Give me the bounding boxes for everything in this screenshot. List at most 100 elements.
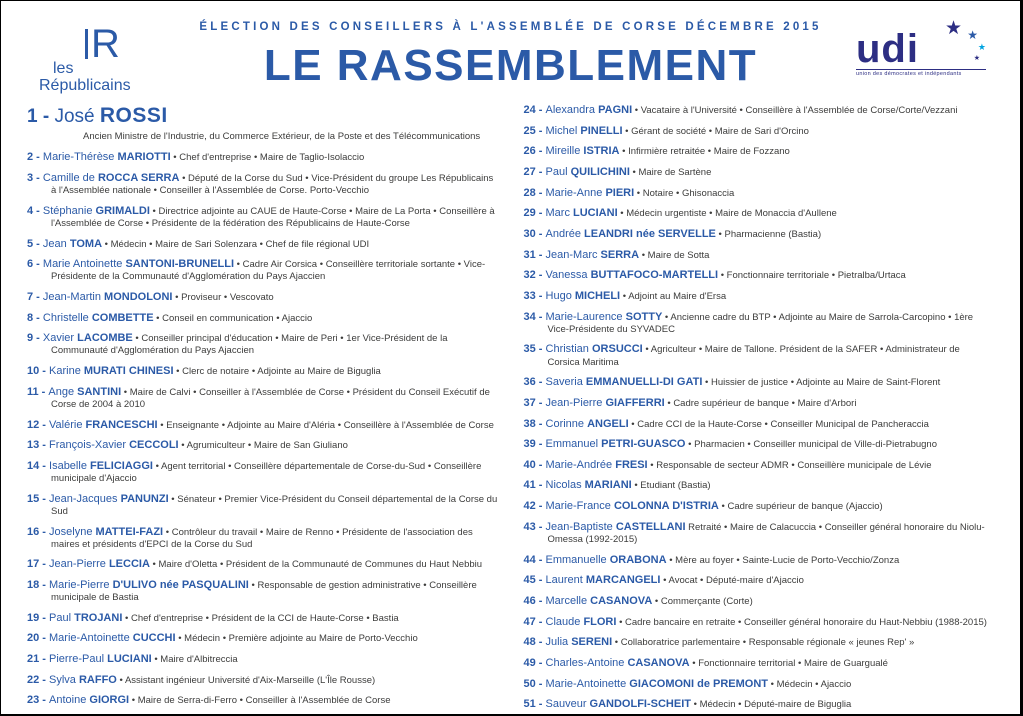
candidate-surname: SANTONI-BRUNELLI [125,258,235,271]
candidate-details: • Maire de Serra-di-Ferro • Conseiller à… [129,695,391,707]
candidate-number: 9 - [27,332,43,345]
candidate-number: 14 - [27,459,50,472]
candidate-firstname: Jean-Marc [545,248,601,261]
candidate-details: • Enseignante • Adjointe au Maire d'Alér… [157,419,494,431]
candidate-surname: MICHELI [574,289,621,302]
candidate-number: 1 - [27,106,55,127]
candidate-details: • Proviseur • Vescovato [172,292,274,304]
election-header: ÉLECTION DES CONSEILLERS À L'ASSEMBLÉE D… [199,21,822,33]
candidate-number: 30 - [523,227,546,240]
candidate-details: • Médecin urgentiste • Maire de Monaccia… [617,208,837,220]
page-title: LE RASSEMBLEMENT [263,41,758,90]
candidate-surname: GIAFFERRI [605,396,665,409]
candidate-list: 1 - José ROSSI Ancien Ministre de l'Indus… [1,91,1020,714]
candidate-surname: SANTINI [77,385,122,398]
candidate-number: 40 - [523,458,546,471]
column-right: 24 - Alexandra PAGNI • Vacataire à l'Uni… [523,103,995,714]
candidate-details: • Avocat • Député-maire d'Ajaccio [660,575,804,587]
candidate-surname: SERRA [600,248,640,261]
candidate-number: 25 - [523,124,546,137]
candidate-number: 44 - [523,553,546,566]
candidate-entry: 37 - Jean-Pierre GIAFFERRI • Cadre supér… [524,396,995,410]
candidate-details: • Maire de Sartène [629,166,712,178]
candidate-details: • Député de la Corse du Sud • Vice-Prési… [51,172,494,197]
candidate-entry: 13 - François-Xavier CECCOLI • Agrumicul… [27,438,498,452]
candidate-firstname: Jean-Pierre [49,558,109,571]
candidate-firstname: Claude [545,615,584,628]
candidate-entry: 30 - Andrée LEANDRI née SERVELLE • Pharm… [524,227,995,241]
candidate-surname: TROJANI [74,611,123,624]
candidate-number: 27 - [523,165,546,178]
candidate-details: • Directrice adjointe au CAUE de Haute-C… [51,205,495,229]
candidate-entry: 40 - Marie-Andrée FRESI • Responsable de… [524,458,995,472]
candidate-firstname: Jean-Pierre [545,396,606,409]
candidate-entry: 36 - Saveria EMMANUELLI-DI GATI • Huissi… [524,375,995,389]
candidate-details: Retraité • Maire de Calacuccia • Conseil… [547,521,985,545]
candidate-number: 33 - [523,289,546,302]
candidate-entry: 2 - Marie-Thérèse MARIOTTI • Chef d'entr… [27,150,498,164]
candidate-entry: 46 - Marcelle CASANOVA • Commerçante (Co… [524,594,995,608]
candidate-surname: EMMANUELLI-DI GATI [585,376,703,389]
candidate-details: • Cadre supérieur de banque • Maire d'Ar… [664,397,857,409]
candidate-firstname: Andrée [545,227,585,240]
candidate-entry: 3 - Camille de ROCCA SERRA • Député de l… [27,171,498,197]
candidate-firstname: Michel [545,124,581,137]
candidate-firstname: Alexandra [545,104,599,116]
candidate-surname: TOMA [69,237,103,250]
candidate-details: • Pharmacienne (Bastia) [715,228,822,240]
candidate-surname: LACOMBE [77,332,133,345]
candidate-entry: 22 - Sylva RAFFO • Assistant ingénieur U… [27,673,498,687]
candidate-details: • Adjoint au Maire d'Ersa [620,290,727,302]
candidate-entry: 1 - José ROSSI Ancien Ministre de l'Indus… [27,103,498,142]
candidate-surname: FRESI [615,458,648,471]
candidate-entry: 32 - Vanessa BUTTAFOCO-MARTELLI • Foncti… [524,268,995,282]
candidate-surname: GIACOMONI de PREMONT [629,677,769,690]
candidate-entry: 7 - Jean-Martin MONDOLONI • Proviseur • … [27,290,498,304]
candidate-details: • Cadre CCI de la Haute-Corse • Conseill… [628,418,929,430]
candidate-entry: 24 - Alexandra PAGNI • Vacataire à l'Uni… [524,103,995,117]
candidate-details: • Conseiller principal d'éducation • Mai… [51,333,448,357]
candidate-surname: GANDOLFI-SCHEIT [589,698,691,711]
candidate-firstname: Marie-Pierre [49,579,113,592]
candidate-surname: ORABONA [609,553,667,566]
candidate-number: 15 - [27,492,50,505]
candidate-firstname: Sylva [49,673,79,686]
les-republicains-bar-icon [85,29,88,59]
candidate-number: 45 - [523,574,546,587]
candidate-number: 49 - [523,656,546,669]
candidate-firstname: Marie-Andrée [545,458,616,471]
candidate-firstname: Emmanuel [545,438,602,451]
candidate-details: • Fonctionnaire territoriale • Pietralba… [718,270,906,282]
candidate-firstname: Charles-Antoine [545,656,628,669]
candidate-entry: 25 - Michel PINELLI • Gérant de société … [524,124,995,138]
star-icon: ★ [973,55,980,62]
candidate-firstname: Marie-Laurence [545,310,626,323]
candidate-entry: 11 - Ange SANTINI • Maire de Calvi • Con… [27,385,498,411]
candidate-entry: 51 - Sauveur GANDOLFI-SCHEIT • Médecin •… [524,697,995,711]
candidate-firstname: Vanessa [545,269,591,282]
candidate-details: • Responsable de gestion administrative … [51,580,477,604]
candidate-number: 42 - [523,500,546,513]
candidate-firstname: Ange [48,385,78,398]
candidate-entry: 45 - Laurent MARCANGELI • Avocat • Déput… [524,573,995,587]
candidate-entry: 14 - Isabelle FELICIAGGI • Agent territo… [27,459,498,485]
candidate-firstname: Antoine [49,694,90,707]
candidate-details: • Huissier de justice • Adjointe au Mair… [702,377,941,389]
candidate-number: 34 - [523,310,546,323]
candidate-surname: MATTEI-FAZI [95,525,164,538]
candidate-entry: 5 - Jean TOMA • Médecin • Maire de Sari … [27,237,498,251]
column-left: 1 - José ROSSI Ancien Ministre de l'Indus… [27,103,498,714]
candidate-entry: 23 - Antoine GIORGI • Maire de Serra-di-… [27,693,498,707]
candidate-surname: ROCCA SERRA [97,171,180,184]
candidate-surname: CECCOLI [129,439,179,452]
candidate-details: • Cadre Air Corsica • Conseillère territ… [51,259,486,283]
candidate-firstname: Marie-Anne [545,186,606,199]
candidate-surname: ANGELI [587,417,629,430]
candidate-firstname: Joselyne [49,525,96,538]
candidate-entry: 43 - Jean-Baptiste CASTELLANI Retraité •… [524,520,995,546]
candidate-surname: CUCCHI [132,632,176,645]
candidate-entry: 12 - Valérie FRANCESCHI • Enseignante • … [27,418,498,432]
candidate-surname: LUCIANI [107,653,152,666]
candidate-surname: LEANDRI née SERVELLE [584,227,716,240]
